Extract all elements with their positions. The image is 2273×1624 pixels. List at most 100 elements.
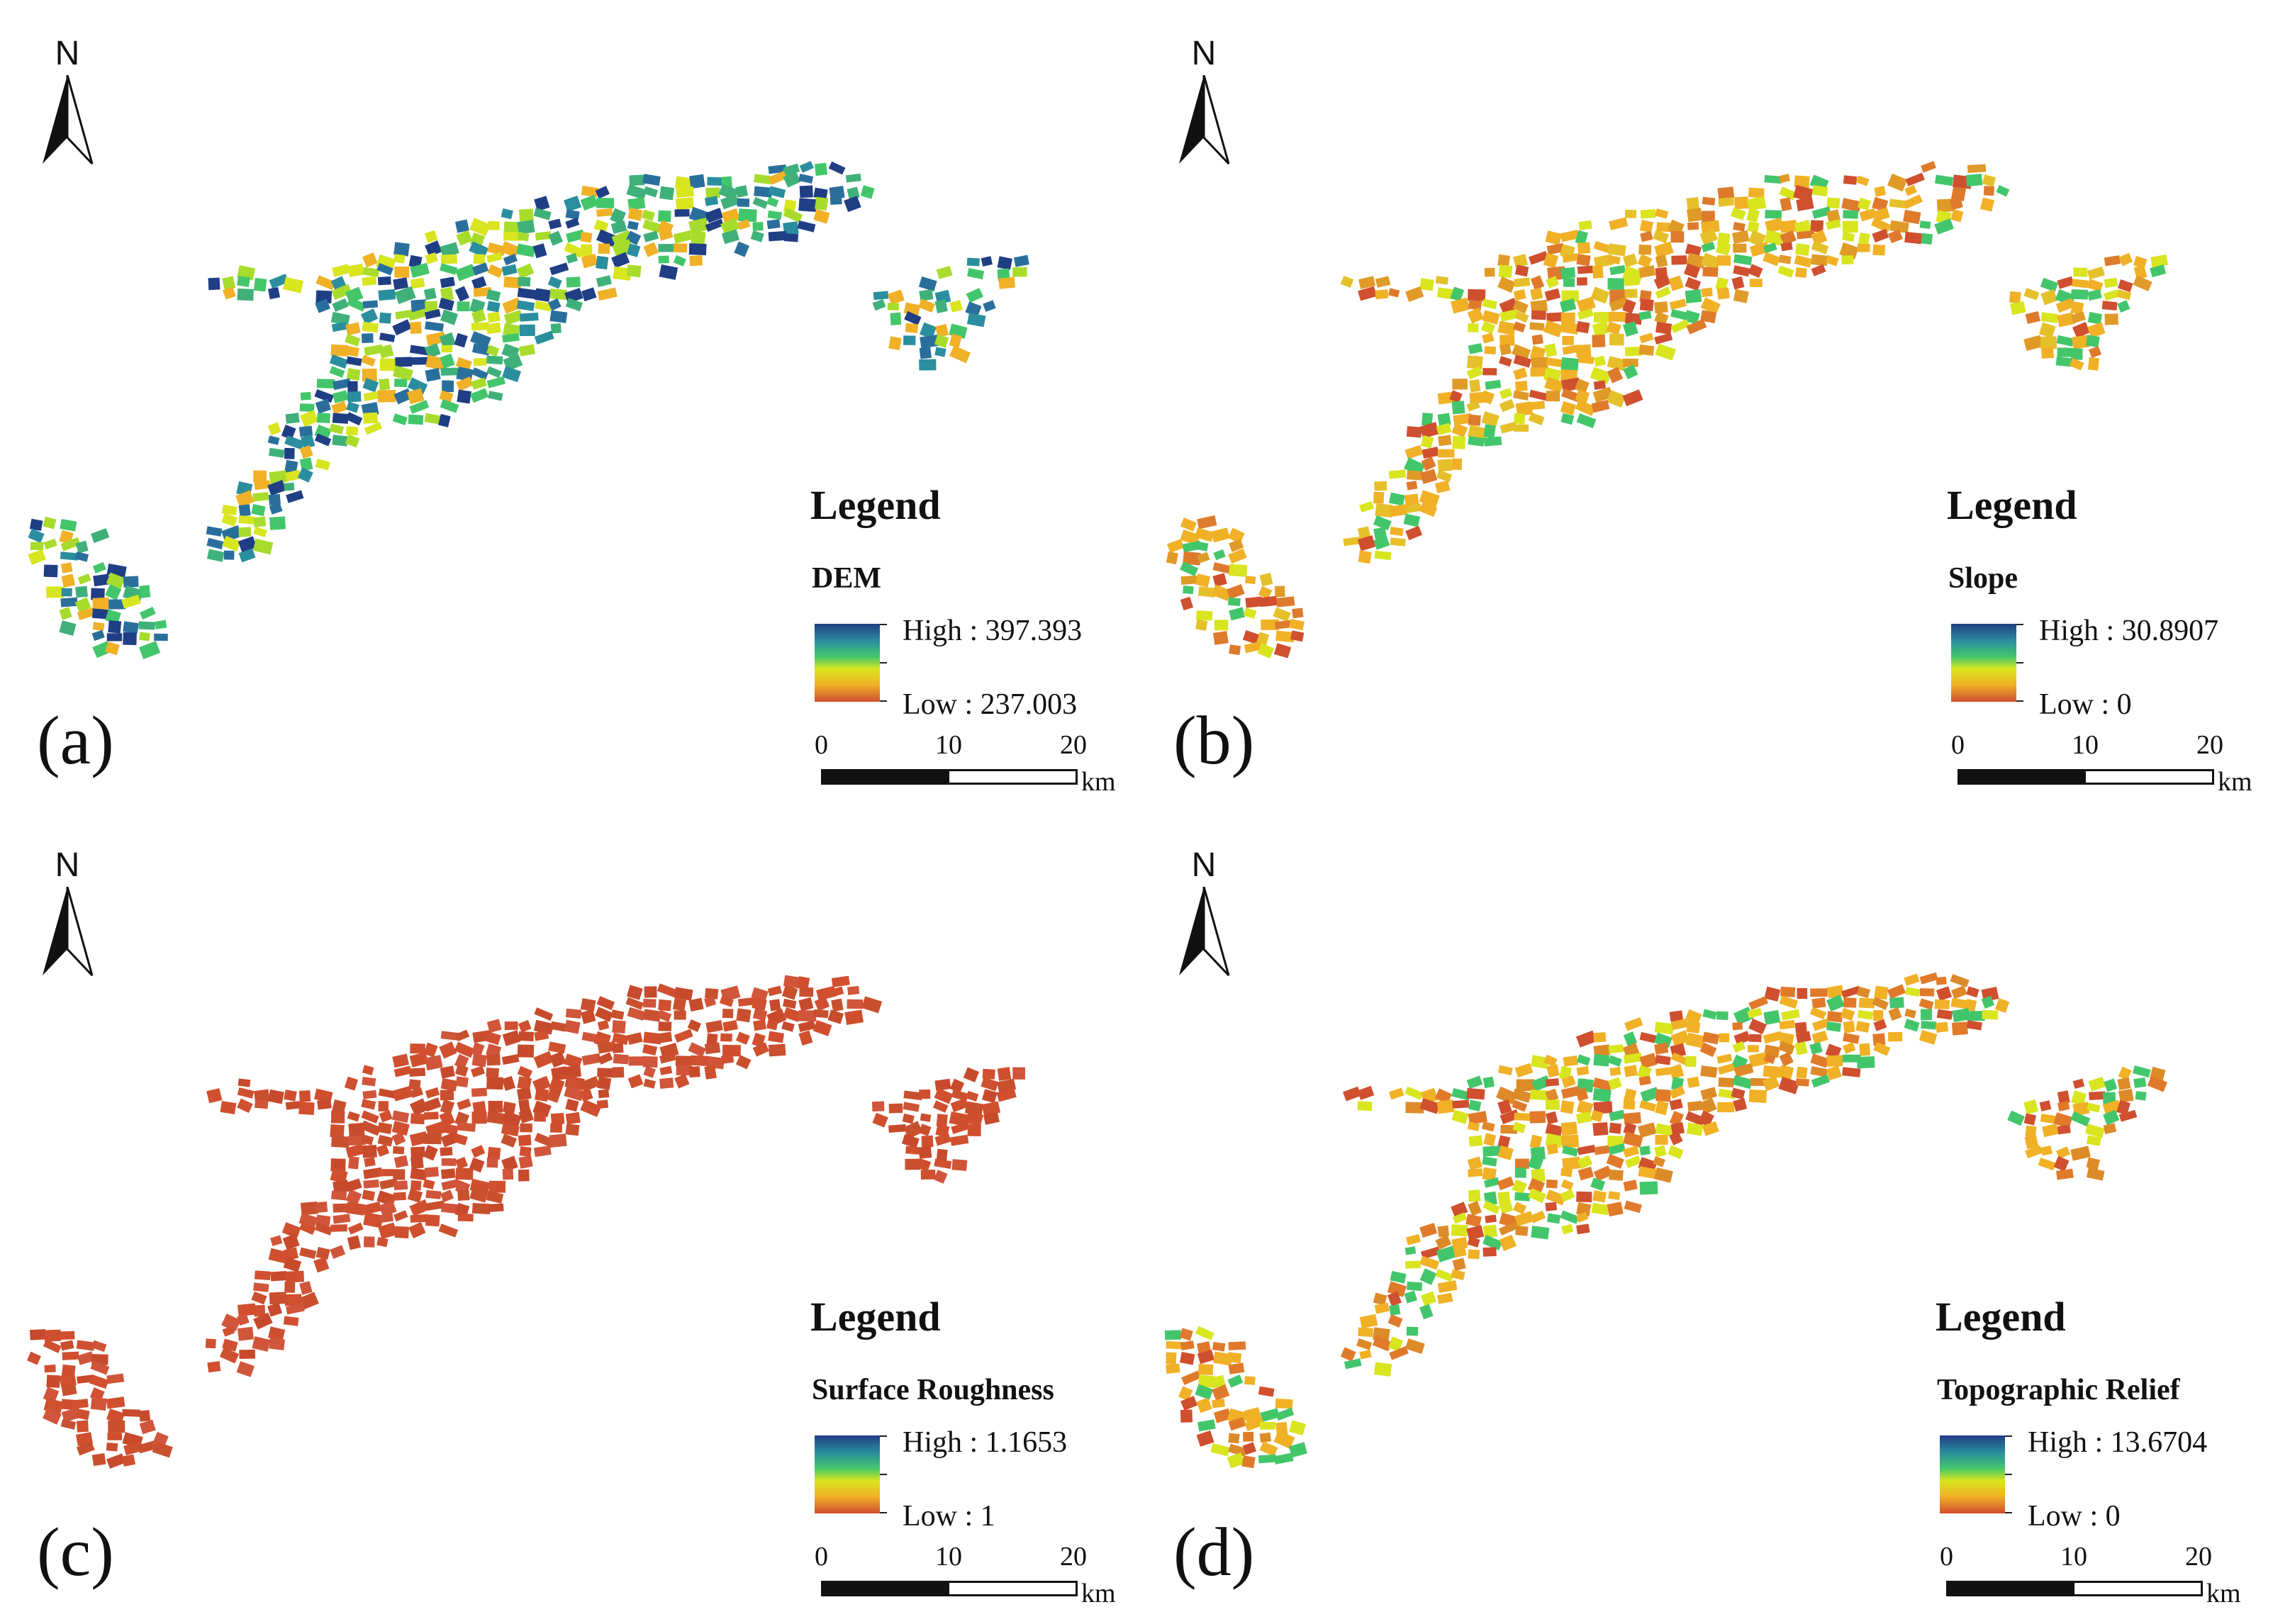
farmland-patch xyxy=(455,1167,474,1180)
farmland-patch xyxy=(2038,322,2056,338)
farmland-patch xyxy=(2023,288,2040,301)
farmland-patch xyxy=(1560,1179,1574,1191)
farmland-patch xyxy=(105,583,122,600)
farmland-patch xyxy=(205,1338,216,1349)
farmland-patch xyxy=(1748,996,1768,1010)
farmland-patch xyxy=(1528,1188,1546,1204)
farmland-patch xyxy=(1546,1179,1558,1189)
farmland-patch xyxy=(1196,541,1209,551)
farmland-patch xyxy=(581,1009,596,1024)
farmland-patch xyxy=(1654,301,1668,314)
farmland-patch xyxy=(2104,313,2118,325)
farmland-patch xyxy=(1764,174,1782,184)
farmland-patch xyxy=(425,252,438,264)
farmland-patch xyxy=(206,526,223,537)
farmland-patch xyxy=(283,1316,299,1326)
farmland-patch xyxy=(951,1121,971,1134)
farmland-patch xyxy=(626,985,643,1000)
farmland-patch xyxy=(74,597,91,613)
map-panel-a: N (a) Legend DEM High : 397.393 Low : 23… xyxy=(0,0,1136,812)
farmland-patch xyxy=(501,264,518,276)
farmland-patch xyxy=(1858,1009,1874,1020)
farmland-patch xyxy=(1273,607,1291,622)
farmland-patch xyxy=(1702,1031,1720,1045)
farmland-patch xyxy=(1796,197,1814,211)
farmland-patch xyxy=(1514,381,1528,392)
farmland-patch xyxy=(1669,1064,1685,1080)
farmland-patch xyxy=(361,1110,379,1124)
farmland-patch xyxy=(238,548,256,563)
farmland-patch xyxy=(643,1066,656,1078)
farmland-patch xyxy=(2040,289,2058,306)
farmland-patch xyxy=(1607,366,1624,383)
farmland-patch xyxy=(1950,186,1967,201)
farmland-patch xyxy=(1700,1087,1717,1101)
ramp-tick-mid xyxy=(2016,662,2023,663)
farmland-patch xyxy=(123,1441,144,1456)
farmland-patch xyxy=(534,1030,549,1041)
farmland-patch xyxy=(345,1143,364,1158)
farmland-patch xyxy=(674,1010,686,1020)
farmland-patch xyxy=(91,629,105,642)
farmland-patch xyxy=(766,219,781,230)
farmland-patch xyxy=(139,585,151,598)
farmland-patch xyxy=(486,1077,503,1090)
farmland-patch xyxy=(346,356,362,366)
farmland-patch xyxy=(1732,1041,1746,1053)
farmland-patch xyxy=(488,391,503,401)
farmland-patch xyxy=(206,549,225,562)
farmland-patch xyxy=(1437,1280,1458,1293)
farmland-patch xyxy=(501,1054,520,1065)
ramp-high-label: High : 397.393 xyxy=(903,615,1083,647)
farmland-patch xyxy=(812,1019,832,1036)
farmland-patch xyxy=(534,288,551,302)
farmland-patch xyxy=(1843,1033,1860,1044)
farmland-patch xyxy=(1407,1281,1423,1292)
farmland-patch xyxy=(1212,1351,1233,1366)
farmland-patch xyxy=(658,244,674,252)
farmland-patch xyxy=(362,369,377,382)
farmland-patch xyxy=(423,1097,442,1112)
farmland-patch xyxy=(1810,220,1824,233)
farmland-patch xyxy=(379,332,396,342)
farmland-patch xyxy=(517,232,530,242)
farmland-patch xyxy=(1560,1167,1573,1177)
farmland-patch xyxy=(440,254,457,264)
farmland-patch xyxy=(1388,1087,1404,1100)
farmland-patch xyxy=(1576,1202,1592,1217)
farmland-patch xyxy=(1982,1009,1999,1020)
farmland-patch xyxy=(1404,1338,1425,1354)
farmland-patch xyxy=(2072,1102,2090,1116)
farmland-patch xyxy=(1514,1063,1534,1078)
scale-bar-graphic xyxy=(1958,769,2214,785)
farmland-patch xyxy=(626,184,647,200)
farmland-patch xyxy=(298,1102,315,1115)
farmland-patch xyxy=(330,1158,346,1172)
farmland-patch xyxy=(1811,1030,1828,1044)
farmland-patch xyxy=(138,632,150,642)
farmland-patch xyxy=(1227,597,1241,607)
farmland-patch xyxy=(281,425,296,440)
farmland-patch xyxy=(1733,221,1746,232)
farmland-patch xyxy=(1465,1214,1482,1228)
farmland-patch xyxy=(1468,1189,1481,1202)
ramp-tick-high xyxy=(2016,624,2023,625)
farmland-patch xyxy=(1560,357,1579,371)
farmland-patch xyxy=(238,515,255,525)
farmland-patch xyxy=(1872,228,1889,243)
farmland-patch xyxy=(1638,1075,1651,1086)
farmland-patch xyxy=(1733,265,1750,277)
farmland-patch xyxy=(1288,1420,1307,1435)
farmland-patch xyxy=(332,264,350,277)
farmland-patch xyxy=(1211,527,1230,543)
farmland-patch xyxy=(1563,278,1575,287)
farmland-patch xyxy=(440,399,459,413)
farmland-patch xyxy=(2056,335,2074,347)
farmland-patch xyxy=(1607,1202,1624,1217)
farmland-patch xyxy=(1639,219,1654,233)
farmland-patch xyxy=(627,1032,643,1045)
farmland-patch xyxy=(471,367,488,381)
farmland-patch xyxy=(1778,1041,1795,1055)
farmland-patch xyxy=(1545,230,1563,245)
farmland-patch xyxy=(1562,344,1580,355)
